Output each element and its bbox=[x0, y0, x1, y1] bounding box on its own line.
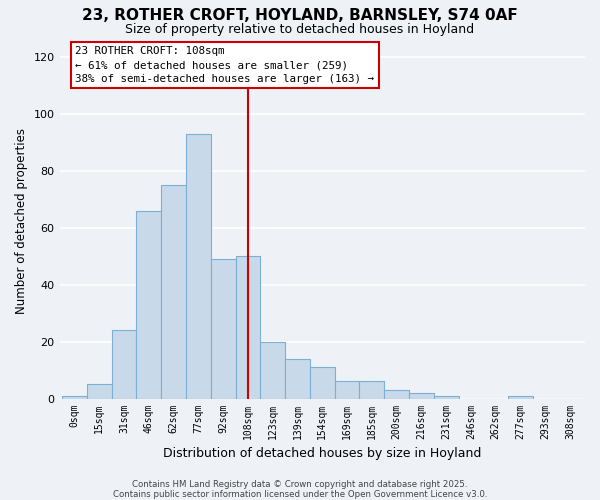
Bar bbox=[384, 390, 409, 398]
Bar bbox=[359, 382, 384, 398]
Text: Contains public sector information licensed under the Open Government Licence v3: Contains public sector information licen… bbox=[113, 490, 487, 499]
Bar bbox=[285, 358, 310, 399]
Bar bbox=[236, 256, 260, 398]
Bar bbox=[409, 393, 434, 398]
Bar bbox=[310, 367, 335, 398]
Bar bbox=[335, 382, 359, 398]
Text: 23 ROTHER CROFT: 108sqm
← 61% of detached houses are smaller (259)
38% of semi-d: 23 ROTHER CROFT: 108sqm ← 61% of detache… bbox=[76, 46, 374, 84]
Y-axis label: Number of detached properties: Number of detached properties bbox=[15, 128, 28, 314]
Bar bbox=[186, 134, 211, 398]
Bar bbox=[434, 396, 458, 398]
Text: Contains HM Land Registry data © Crown copyright and database right 2025.: Contains HM Land Registry data © Crown c… bbox=[132, 480, 468, 489]
Bar bbox=[161, 185, 186, 398]
Bar bbox=[508, 396, 533, 398]
Bar bbox=[211, 259, 236, 398]
Bar bbox=[112, 330, 136, 398]
Bar bbox=[62, 396, 87, 398]
Text: Size of property relative to detached houses in Hoyland: Size of property relative to detached ho… bbox=[125, 22, 475, 36]
X-axis label: Distribution of detached houses by size in Hoyland: Distribution of detached houses by size … bbox=[163, 447, 481, 460]
Bar bbox=[136, 210, 161, 398]
Text: 23, ROTHER CROFT, HOYLAND, BARNSLEY, S74 0AF: 23, ROTHER CROFT, HOYLAND, BARNSLEY, S74… bbox=[82, 8, 518, 22]
Bar bbox=[87, 384, 112, 398]
Bar bbox=[260, 342, 285, 398]
